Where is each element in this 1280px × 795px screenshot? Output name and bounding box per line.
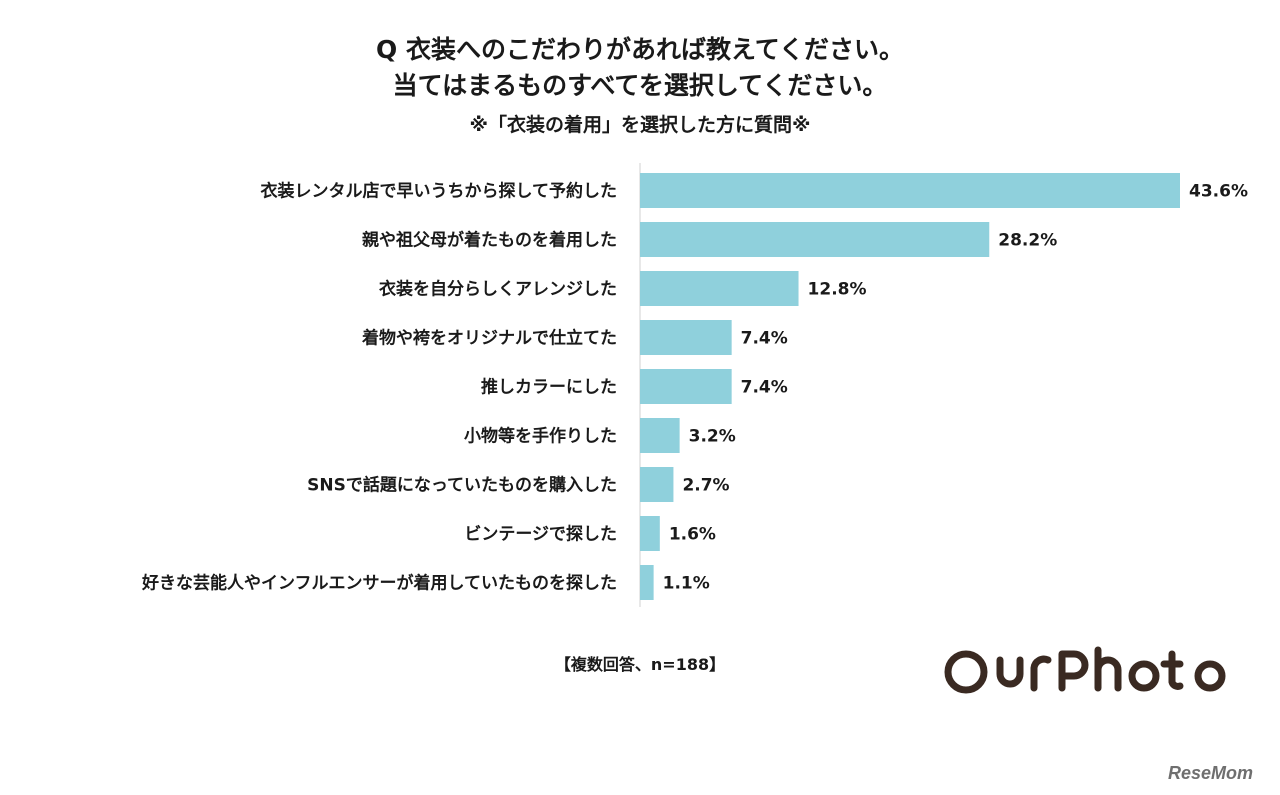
category-label-8: ビンテージで探した	[464, 524, 617, 545]
ourphoto-logo-mark	[944, 646, 1226, 694]
value-label-6: 3.2%	[689, 427, 736, 447]
ourphoto-logo	[938, 636, 1248, 706]
bar-8	[640, 516, 660, 551]
value-label-8: 1.6%	[669, 525, 716, 545]
category-label-5: 推しカラーにした	[481, 377, 617, 398]
value-label-7: 2.7%	[682, 476, 729, 496]
chart-title-line-1: Q 衣装へのこだわりがあれば教えてください。	[376, 35, 904, 64]
value-label-4: 7.4%	[741, 329, 788, 349]
bar-6	[640, 418, 680, 453]
resemom-logo: ReseMom	[1168, 763, 1254, 783]
chart-subtitle: ※「衣装の着用」を選択した方に質問※	[469, 114, 811, 136]
bar-2	[640, 222, 990, 257]
category-label-6: 小物等を手作りした	[464, 426, 617, 447]
value-label-9: 1.1%	[663, 574, 710, 594]
bar-4	[640, 320, 732, 355]
bars-group: 衣装レンタル店で早いうちから探して予約した 43.6% 親や祖父母が着たものを着用し…	[141, 173, 1248, 600]
response-note: 【複数回答、n=188】	[554, 655, 726, 674]
bar-1	[640, 173, 1180, 208]
bar-9	[640, 565, 654, 600]
bar-7	[640, 467, 674, 502]
category-label-9: 好きな芸能人やインフルエンサーが着用していたものを探した	[141, 573, 617, 594]
bar-chart: 衣装レンタル店で早いうちから探して予約した 43.6% 親や祖父母が着たものを着用し…	[141, 163, 1248, 607]
category-label-1: 衣装レンタル店で早いうちから探して予約した	[261, 181, 618, 202]
chart-title-line-2: 当てはまるものすべてを選択してください。	[392, 71, 888, 100]
value-label-1: 43.6%	[1189, 182, 1248, 202]
category-label-7: SNSで話題になっていたものを購入した	[307, 475, 617, 496]
bar-3	[640, 271, 799, 306]
category-label-4: 着物や袴をオリジナルで仕立てた	[361, 328, 617, 349]
value-label-2: 28.2%	[998, 231, 1057, 251]
bar-5	[640, 369, 732, 404]
category-label-2: 親や祖父母が着たものを着用した	[362, 230, 617, 251]
value-label-5: 7.4%	[741, 378, 788, 398]
value-label-3: 12.8%	[808, 280, 867, 300]
category-label-3: 衣装を自分らしくアレンジした	[379, 279, 617, 300]
